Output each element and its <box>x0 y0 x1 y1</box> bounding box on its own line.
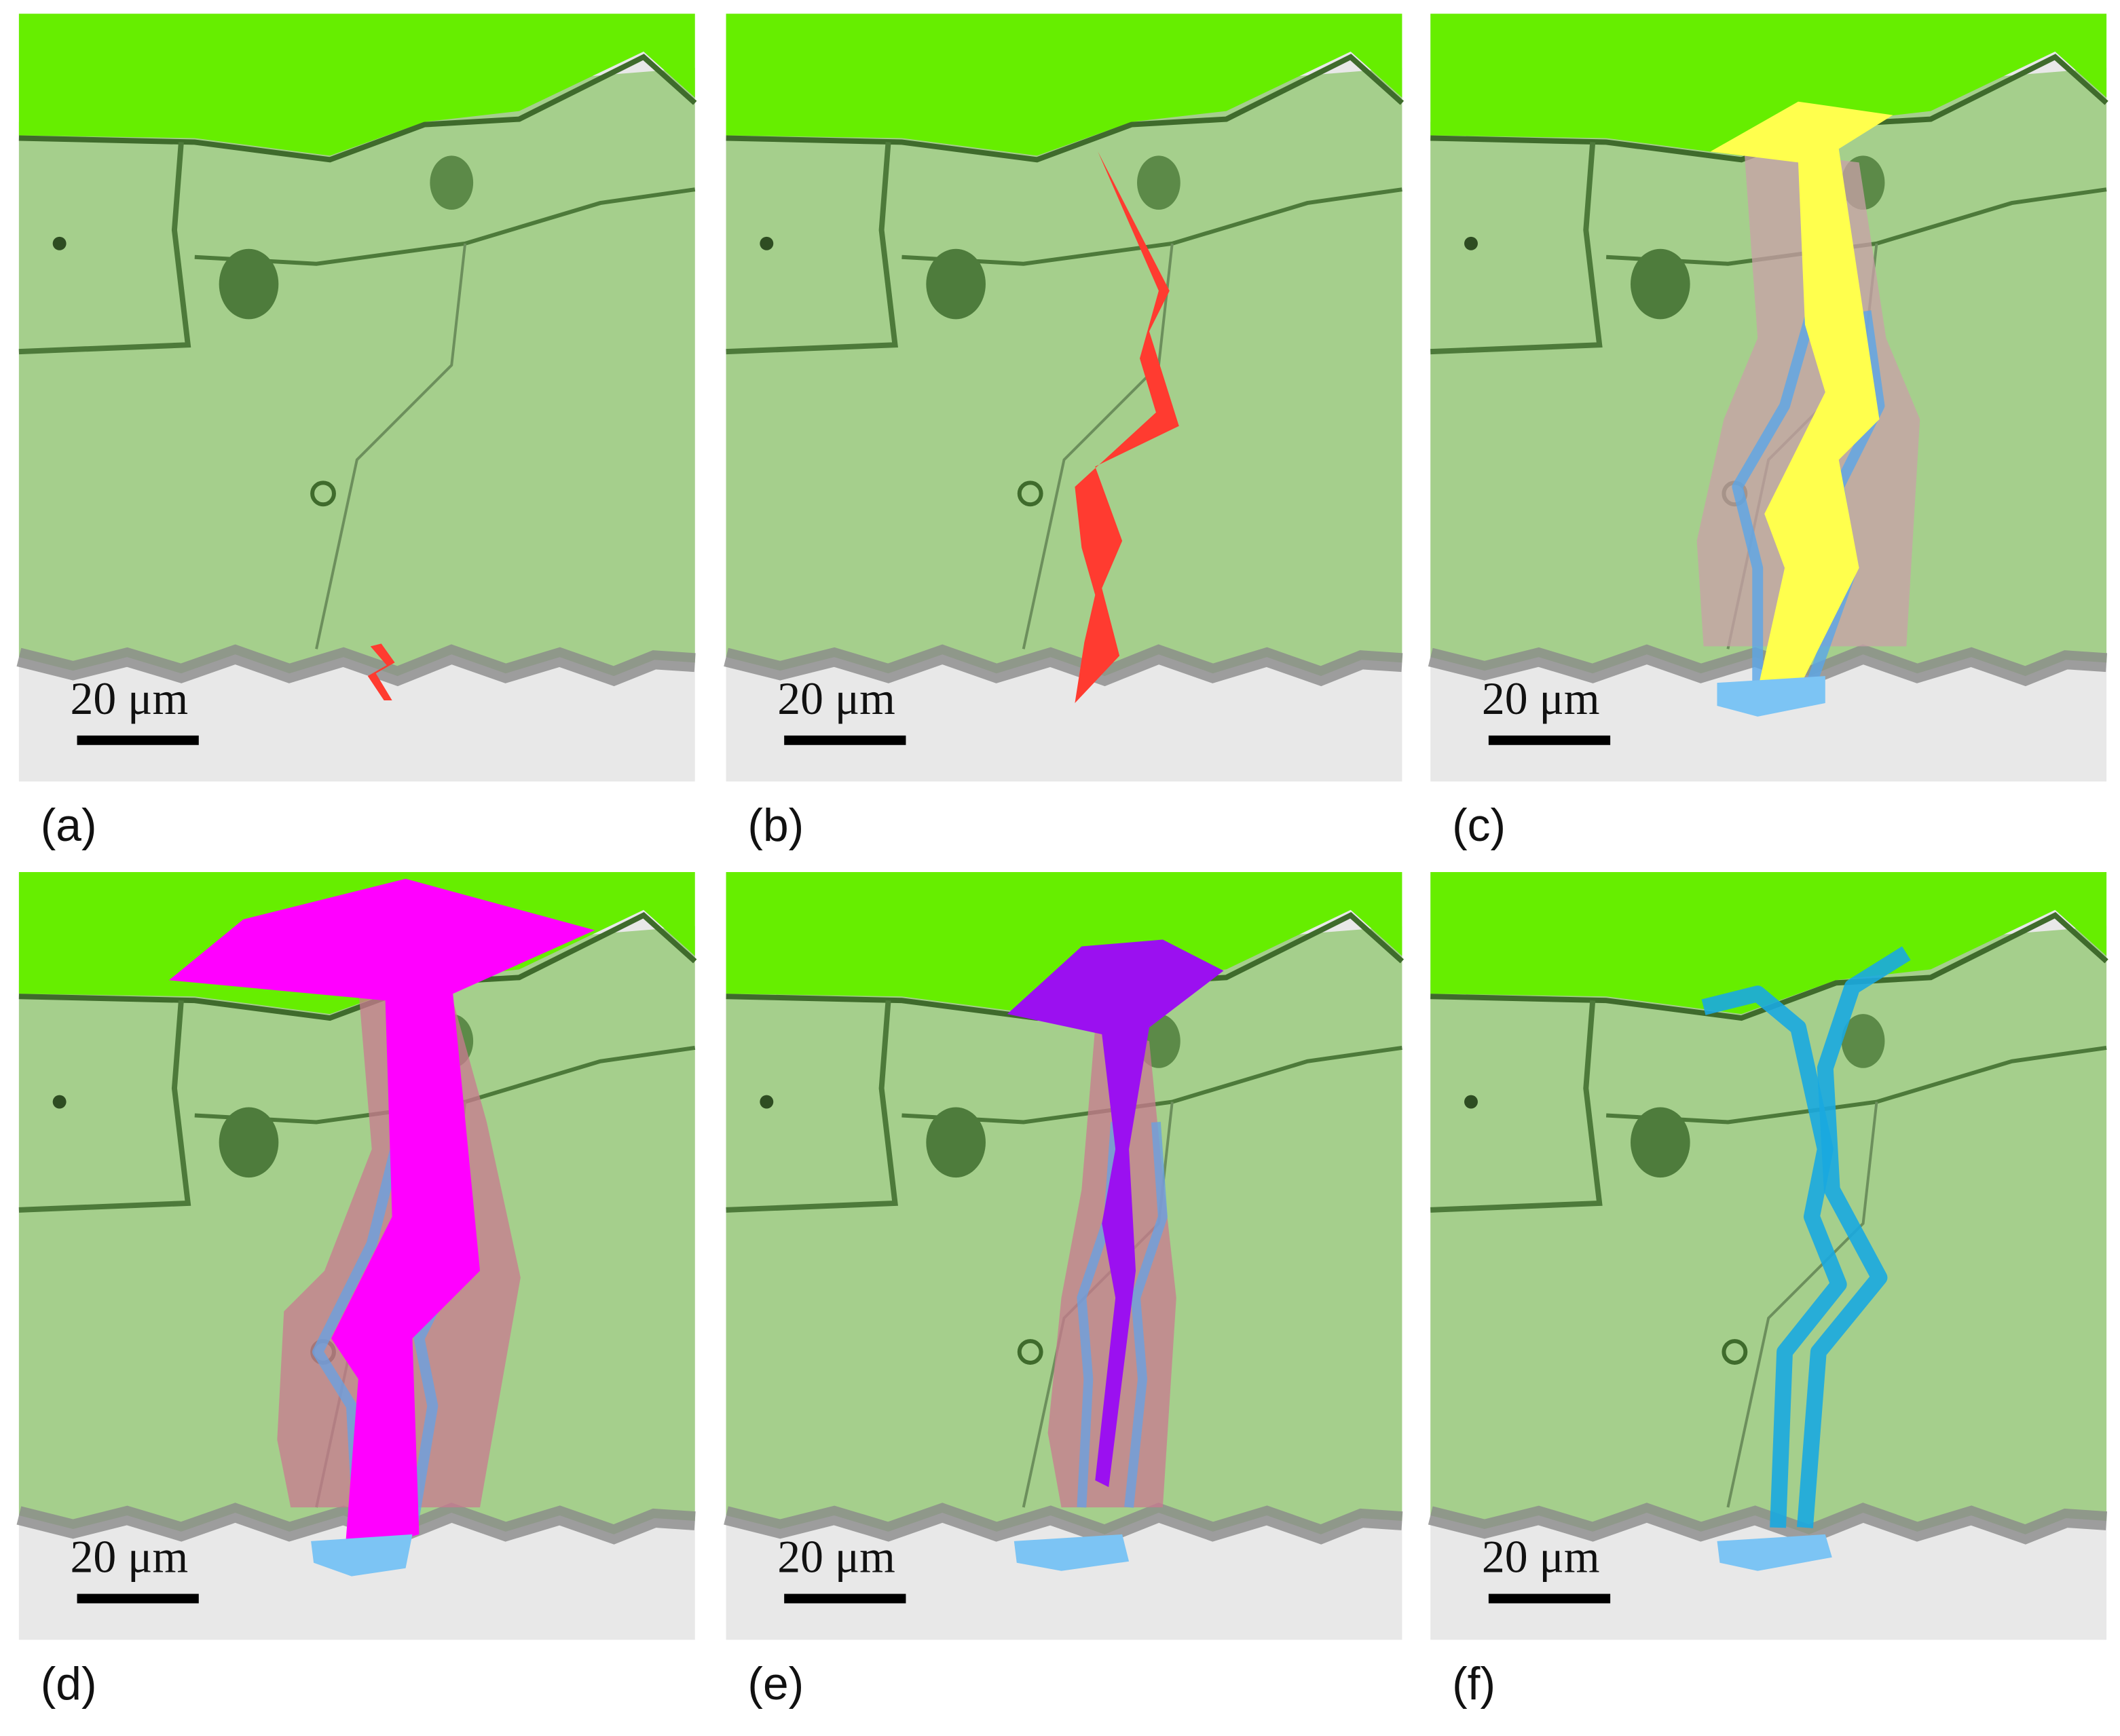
interface <box>724 644 1403 687</box>
crack <box>168 878 595 1555</box>
grain-boundary <box>726 1000 898 1213</box>
top-layer <box>726 871 1402 1015</box>
pore <box>219 1107 279 1178</box>
panel: 20 μm <box>1428 871 2108 1640</box>
panel-label: (c) <box>1452 800 1506 851</box>
grain-boundary <box>18 1000 191 1213</box>
pore <box>430 155 474 210</box>
coating <box>726 926 1402 1534</box>
scale-bar-text: 20 μm <box>71 673 189 724</box>
panel-label: (a) <box>41 800 97 851</box>
grain-boundary <box>1726 1101 1878 1508</box>
crack <box>1710 101 1893 690</box>
panel: 20 μm <box>724 14 1405 782</box>
top-layer <box>1430 871 2107 1015</box>
grain-boundary <box>18 142 191 355</box>
coating <box>18 67 695 677</box>
crack-wall <box>1732 309 1817 683</box>
pore <box>219 248 279 320</box>
panel: 20 μm <box>724 871 1405 1640</box>
crack <box>1007 939 1224 1488</box>
grain-boundary <box>726 54 1405 163</box>
crack <box>367 643 395 701</box>
scale-bar <box>784 1593 906 1604</box>
scale-bar-text: 20 μm <box>71 1532 189 1583</box>
grain-boundary <box>1430 911 2108 1021</box>
crack <box>1075 151 1179 704</box>
top-layer <box>726 14 1402 156</box>
panel: 20 μm <box>16 14 697 782</box>
coating <box>726 67 1402 677</box>
pore <box>1631 1107 1690 1178</box>
interface-damage <box>1013 1534 1130 1571</box>
grain-boundary <box>1430 142 1603 355</box>
interface-damage <box>311 1534 413 1577</box>
grain-boundary <box>726 142 898 355</box>
panel-label: (e) <box>747 1659 804 1710</box>
panel-label: (f) <box>1452 1659 1495 1710</box>
pore <box>1017 480 1043 507</box>
pore <box>1722 1339 1748 1365</box>
top-layer <box>1430 14 2107 156</box>
interface <box>16 644 696 687</box>
scale-bar-text: 20 μm <box>777 1532 895 1583</box>
pore <box>760 236 774 250</box>
pore <box>52 236 67 250</box>
interface-damage <box>1717 676 1825 717</box>
panel-label: (d) <box>41 1659 97 1710</box>
pore <box>1017 1339 1043 1365</box>
interface <box>724 1503 1403 1545</box>
scale-bar <box>77 735 199 745</box>
pore <box>310 480 336 507</box>
pore <box>1464 236 1478 250</box>
panel-label: (b) <box>747 800 804 851</box>
crack-wall <box>1701 985 1847 1528</box>
pore <box>1464 1095 1478 1109</box>
crack-wall <box>1124 1121 1168 1508</box>
interface-damage <box>1717 1534 1832 1571</box>
crack-wall <box>1797 946 1911 1528</box>
damage-zone <box>1696 149 1920 647</box>
grain-boundary <box>18 54 697 163</box>
pore <box>1631 248 1690 320</box>
pore <box>760 1095 774 1109</box>
grain-boundary <box>1022 243 1174 649</box>
scale-bar-text: 20 μm <box>1482 1532 1600 1583</box>
scale-bar <box>77 1593 199 1604</box>
pore <box>1137 155 1180 210</box>
coating <box>1430 926 2107 1534</box>
scale-bar-text: 20 μm <box>1482 673 1600 724</box>
scale-bar-text: 20 μm <box>777 673 895 724</box>
scale-bar <box>784 735 906 745</box>
scale-bar <box>1488 735 1611 745</box>
top-layer <box>18 14 695 156</box>
pore <box>926 248 986 320</box>
pore <box>52 1095 67 1109</box>
grain-boundary <box>1430 1000 1603 1213</box>
grain-boundary <box>315 243 467 649</box>
pore <box>1841 1014 1885 1068</box>
scale-bar <box>1488 1593 1611 1604</box>
pore <box>926 1107 986 1178</box>
